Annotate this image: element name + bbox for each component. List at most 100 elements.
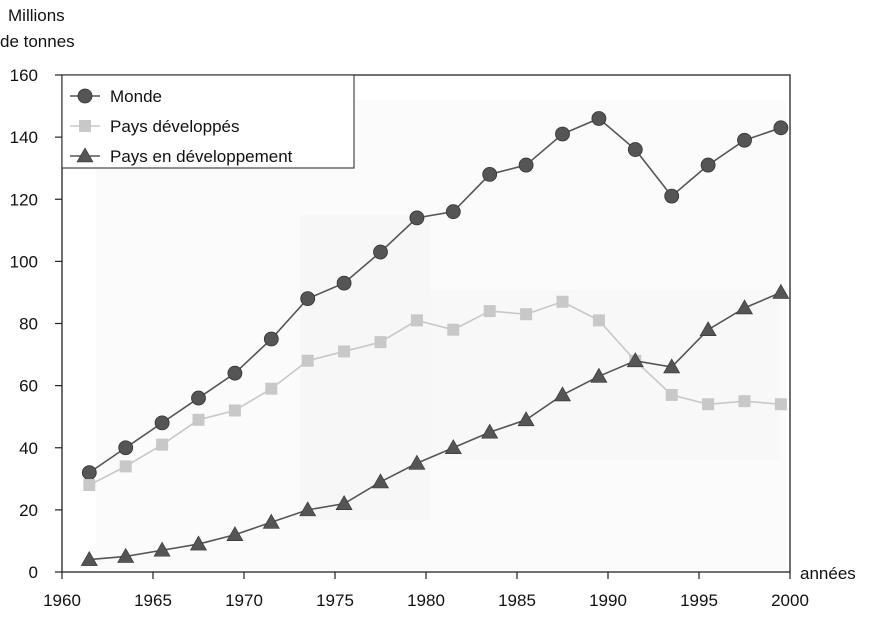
data-point: [191, 390, 206, 406]
data-point: [627, 142, 643, 157]
data-point: [119, 460, 132, 473]
data-point: [591, 111, 607, 126]
data-point: [338, 345, 351, 358]
x-tick-label: 2000: [771, 591, 809, 610]
data-point: [265, 382, 278, 395]
series-layer: [80, 111, 790, 566]
x-tick-label: 1985: [498, 591, 536, 610]
x-tick-label: 1965: [134, 591, 172, 610]
x-tick-label: 1990: [589, 591, 627, 610]
data-point: [189, 535, 208, 551]
data-point: [520, 308, 533, 321]
data-point: [374, 336, 387, 349]
data-point: [226, 526, 244, 542]
data-point: [665, 388, 678, 401]
data-point: [735, 299, 754, 315]
data-point: [81, 465, 97, 481]
x-axis: 1960 1965 1970 1975 1980 1985 1990 1995 2000: [43, 572, 809, 610]
data-point: [445, 204, 461, 220]
data-point: [699, 321, 717, 337]
series-pays-developpes: [83, 295, 787, 492]
plot-background: [96, 100, 786, 570]
data-point: [118, 440, 134, 456]
data-point: [553, 386, 572, 402]
y-tick-label: 40: [19, 439, 38, 458]
x-tick-label: 1980: [407, 591, 445, 610]
data-point: [410, 314, 423, 327]
data-point: [335, 495, 353, 510]
legend-entry: Pays développés: [70, 117, 239, 136]
data-point: [774, 398, 787, 411]
data-point: [301, 354, 314, 367]
plot-shade: [300, 215, 430, 520]
data-point: [80, 550, 98, 566]
series-pays-en-developpement: [80, 283, 790, 566]
series-monde: [81, 111, 789, 481]
x-axis-title: années: [800, 564, 856, 583]
data-point: [228, 404, 241, 417]
data-point: [263, 331, 279, 347]
y-tick-label: 20: [19, 501, 38, 520]
data-point: [738, 395, 751, 408]
y-tick-label: 0: [29, 563, 38, 582]
data-point: [300, 291, 316, 307]
data-point: [663, 358, 681, 374]
data-point: [117, 547, 135, 563]
legend-marker: [79, 120, 91, 132]
legend-label: Pays en développement: [110, 147, 293, 166]
data-point: [192, 413, 205, 426]
data-point: [227, 365, 243, 381]
legend-label: Pays développés: [110, 117, 239, 136]
legend-marker: [76, 147, 94, 163]
x-tick-label: 1960: [43, 591, 81, 610]
y-tick-label: 120: [10, 190, 38, 209]
data-point: [408, 454, 426, 470]
series-line: [88, 300, 781, 486]
data-point: [444, 439, 462, 455]
data-point: [518, 157, 534, 173]
y-axis: 0 20 40 60 80 100 120 140 160: [10, 66, 62, 582]
data-point: [371, 473, 390, 489]
y-tick-label: 140: [10, 128, 38, 147]
x-tick-label: 1970: [225, 591, 263, 610]
data-point: [700, 157, 716, 173]
y-tick-label: 60: [19, 377, 38, 396]
data-point: [555, 126, 570, 142]
legend: Monde Pays développés Pays en développemen…: [61, 74, 355, 169]
data-point: [156, 438, 169, 451]
y-axis-title-line1: Millions: [8, 6, 65, 25]
data-point: [447, 323, 460, 336]
data-point: [482, 166, 498, 182]
y-tick-label: 100: [10, 252, 38, 271]
series-line: [89, 291, 782, 561]
legend-label: Monde: [110, 87, 162, 106]
y-tick-label: 80: [19, 315, 38, 334]
y-tick-label: 160: [10, 66, 38, 85]
data-point: [481, 423, 499, 439]
legend-box: [61, 74, 355, 169]
data-point: [409, 210, 425, 226]
y-axis-title-line2: de tonnes: [0, 32, 75, 51]
data-point: [737, 132, 752, 148]
legend-entry: Monde: [70, 87, 162, 106]
data-point: [517, 411, 535, 427]
data-point: [773, 120, 789, 136]
data-point: [592, 314, 605, 327]
x-tick-label: 1975: [316, 591, 354, 610]
data-point: [299, 501, 317, 517]
data-point: [154, 415, 170, 431]
data-point: [626, 352, 644, 368]
data-point: [373, 244, 388, 260]
x-tick-label: 1995: [680, 591, 718, 610]
legend-marker: [77, 88, 93, 104]
data-point: [262, 513, 280, 529]
data-point: [83, 479, 96, 492]
data-point: [772, 283, 790, 299]
data-point: [336, 275, 352, 291]
data-point: [590, 367, 608, 383]
data-point: [483, 305, 496, 318]
data-point: [153, 541, 171, 557]
data-point: [556, 295, 569, 308]
data-point: [664, 188, 680, 204]
